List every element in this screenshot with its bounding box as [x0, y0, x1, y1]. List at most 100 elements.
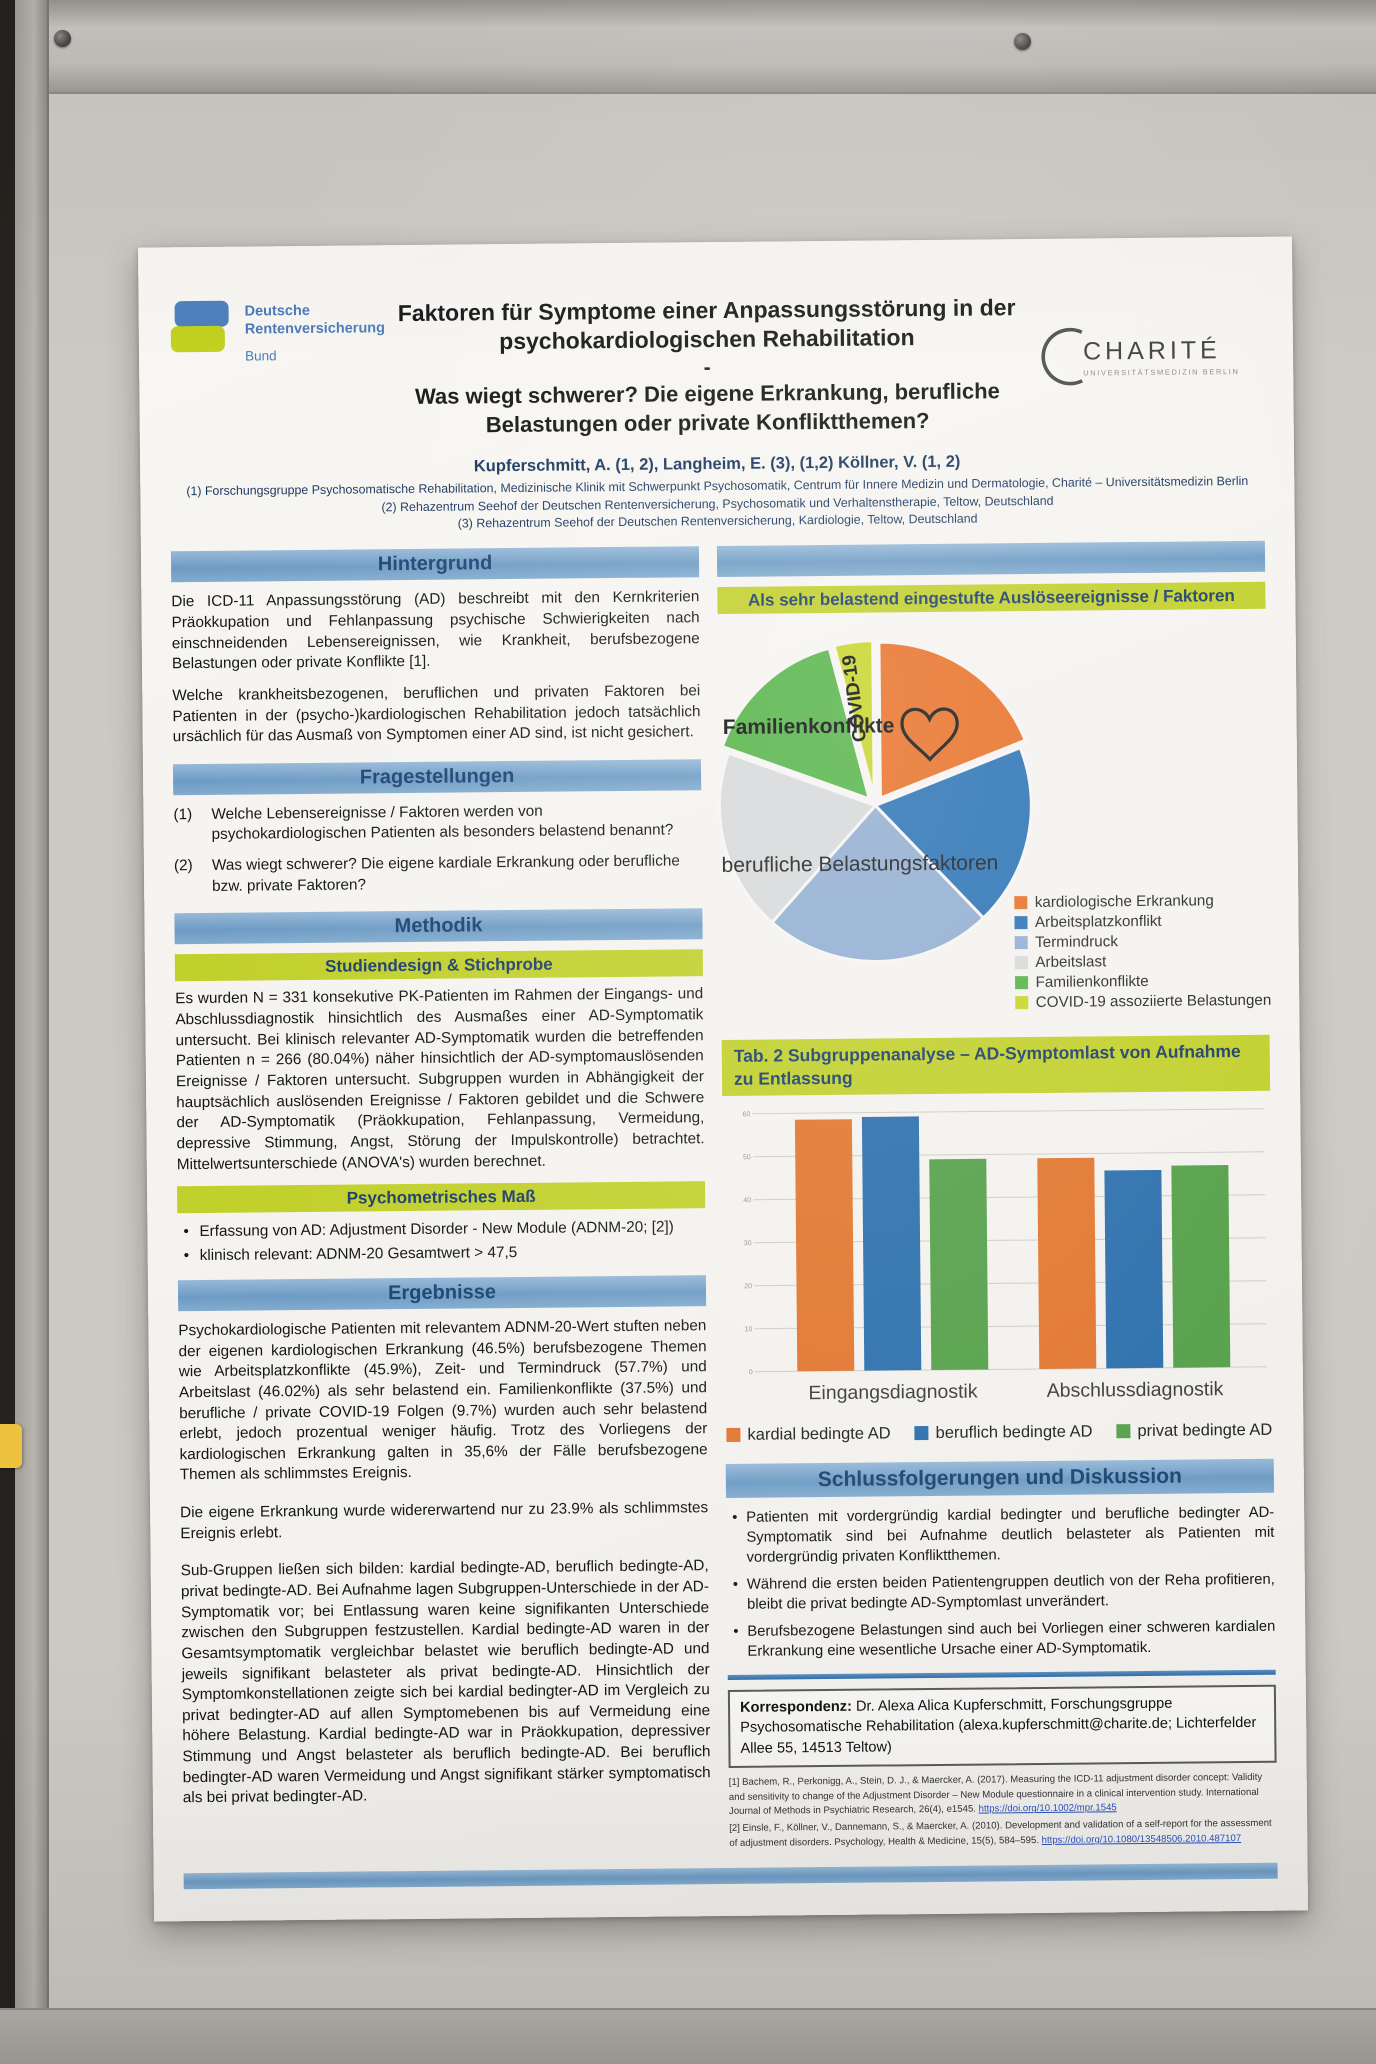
ergebnisse-paragraph-3: Sub-Gruppen ließen sich bilden: kardial …	[180, 1557, 711, 1807]
legend-swatch	[1014, 896, 1028, 910]
schluss-bullets: Patienten mit vordergründig kardial bedi…	[726, 1503, 1275, 1663]
y-tick-label: 30	[744, 1240, 752, 1247]
pie-chart: COVID-19 Familienkonflikte berufliche Bela…	[717, 617, 1272, 1036]
legend-label: privat bedingte AD	[1137, 1420, 1273, 1440]
sticky-tab	[0, 1424, 22, 1468]
pie-legend-item-0: kardiologische Erkrankung	[1014, 892, 1271, 911]
pie-slice-3	[717, 751, 878, 925]
y-tick-label: 40	[743, 1197, 751, 1204]
frage-item-2: (2) Was wiegt schwerer? Die eigene kardi…	[174, 851, 702, 897]
pie-legend: kardiologische Erkrankung Arbeitsplatzkon…	[1014, 889, 1272, 1014]
screw-icon	[1014, 33, 1031, 50]
right-column: Als sehr belastend eingestufte Auslöseer…	[716, 541, 1278, 1854]
pie-label-familienkonflikte: Familienkonflikte	[723, 715, 895, 740]
hintergrund-paragraph-2: Welche krankheitsbezogenen, beruflichen …	[172, 682, 701, 746]
drv-line2: Rentenversicherung	[244, 320, 386, 338]
legend-label: Familienkonflikte	[1035, 973, 1149, 992]
studiendesign-text: Es wurden N = 331 konsekutive PK-Patient…	[175, 985, 705, 1173]
board-top-rail	[0, 0, 1376, 94]
pie-label-berufliche-belastungsfaktoren: berufliche Belastungsfaktoren	[722, 852, 999, 878]
reference-2-doi-link: https://doi.org/10.1080/13548506.2010.48…	[1041, 1833, 1242, 1847]
bar-legend-item-2: privat bedingte AD	[1116, 1421, 1272, 1441]
bar-chart-svg: 0 10 20 30 40 50 60 Eingangsdiagnostik Abschluss…	[743, 1108, 1267, 1404]
heart-icon	[900, 707, 959, 763]
schluss-bullet-3: Berufsbezogene Belastungen sind auch bei…	[731, 1617, 1275, 1662]
y-tick-label: 50	[743, 1154, 751, 1161]
pie-chart-header: Als sehr belastend eingestufte Auslöseer…	[717, 582, 1266, 615]
frage-2-text: Was wiegt schwerer? Die eigene kardiale …	[211, 852, 680, 895]
reference-1: [1] Bachem, R., Perkonigg, A., Stein, D.…	[728, 1771, 1263, 1818]
legend-swatch	[1015, 956, 1029, 970]
poster-title: Faktoren für Symptome einer Anpassungsst…	[397, 294, 1016, 355]
schluss-bullet-1: Patienten mit vordergründig kardial bedi…	[730, 1503, 1275, 1569]
pie-legend-item-4: Familienkonflikte	[1015, 972, 1271, 991]
section-hintergrund: Hintergrund	[170, 546, 700, 583]
x-category-label: Abschlussdiagnostik	[1047, 1378, 1224, 1402]
psychometrie-bullets: Erfassung von AD: Adjustment Disorder - …	[177, 1216, 705, 1266]
charite-logo: CHARITÉ UNIVERSITÄTSMEDIZIN BERLIN	[1034, 291, 1263, 397]
y-tick-label: 10	[745, 1326, 753, 1333]
psychometrie-bullet-2: klinisch relevant: ADNM-20 Gesamtwert > …	[184, 1240, 706, 1266]
frage-1-number: (1)	[173, 805, 193, 824]
legend-swatch	[1116, 1424, 1131, 1439]
bar-chart: 0 10 20 30 40 50 60 Eingangsdiagnostik Abschluss…	[722, 1099, 1273, 1448]
bar-group0-series0	[794, 1119, 855, 1372]
bar-group1-series2	[1171, 1164, 1231, 1368]
left-column: Hintergrund Die ICD-11 Anpassungsstörung…	[170, 546, 711, 1821]
bar-legend-item-1: beruflich bedingte AD	[914, 1422, 1093, 1443]
frage-1-text: Welche Lebensereignisse / Faktoren werde…	[211, 802, 674, 844]
charite-name: CHARITÉ	[1082, 336, 1221, 366]
drv-line3: Bund	[244, 348, 277, 364]
board-bottom-edge	[0, 2008, 1376, 2064]
korrespondenz-label: Korrespondenz:	[739, 1698, 852, 1716]
pie-legend-item-1: Arbeitsplatzkonflikt	[1014, 912, 1271, 932]
pie-legend-item-2: Termindruck	[1015, 932, 1271, 951]
legend-swatch	[1015, 936, 1029, 950]
bar-chart-legend: kardial bedingte AD beruflich bedingte AD…	[725, 1418, 1273, 1448]
psychometrie-bullet-1: Erfassung von AD: Adjustment Disorder - …	[183, 1216, 705, 1242]
frage-2-number: (2)	[173, 857, 193, 875]
legend-label: kardial bedingte AD	[747, 1424, 891, 1444]
y-tick-label: 0	[749, 1369, 753, 1376]
reference-1-doi-link: https://doi.org/10.1002/mpr.1545	[978, 1802, 1117, 1816]
legend-swatch	[726, 1428, 741, 1443]
bar-group0-series1	[861, 1116, 922, 1371]
hintergrund-paragraph-1: Die ICD-11 Anpassungsstörung (AD) beschr…	[171, 588, 700, 673]
frage-item-1: (1) Welche Lebensereignisse / Faktoren w…	[173, 800, 701, 846]
section-methodik: Methodik	[174, 908, 703, 945]
poster-columns: Hintergrund Die ICD-11 Anpassungsstörung…	[170, 541, 1278, 1859]
drv-line1: Deutsche	[244, 302, 310, 320]
legend-label: Arbeitsplatzkonflikt	[1034, 913, 1162, 932]
subsection-psychometrie: Psychometrisches Maß	[177, 1181, 706, 1214]
board-left-frame	[15, 0, 49, 2064]
legend-label: Arbeitslast	[1035, 953, 1107, 972]
charite-c-icon	[1041, 327, 1084, 386]
y-tick-label: 20	[744, 1283, 752, 1290]
affiliations: (1) Forschungsgruppe Psychosomatische Re…	[170, 473, 1264, 536]
drv-logo: Deutsche Rentenversicherung Bund	[169, 299, 385, 366]
section-schlussfolgerungen: Schlussfolgerungen und Diskussion	[725, 1458, 1274, 1498]
korrespondenz-box: Korrespondenz: Dr. Alexa Alica Kupfersch…	[727, 1684, 1277, 1768]
gridline	[752, 1108, 1265, 1115]
pie-slice-5	[832, 639, 876, 798]
legend-swatch	[1014, 916, 1029, 930]
bar-group0-series2	[929, 1158, 989, 1370]
pie-legend-item-3: Arbeitslast	[1015, 952, 1271, 971]
poster-header: Deutsche Rentenversicherung Bund Faktore…	[169, 291, 1264, 443]
board-left-edge	[0, 0, 15, 2064]
ergebnisse-paragraph-2: Die eigene Erkrankung wurde widererwarte…	[180, 1499, 709, 1542]
poster: Deutsche Rentenversicherung Bund Faktore…	[137, 236, 1309, 1922]
legend-label: Termindruck	[1035, 933, 1118, 952]
pie-slice-2	[769, 803, 986, 964]
legend-label: COVID-19 assoziierte Belastungen	[1035, 992, 1272, 1012]
x-category-label: Eingangsdiagnostik	[808, 1380, 978, 1404]
subsection-studiendesign: Studiendesign & Stichprobe	[174, 949, 704, 982]
poster-subtitle: Was wiegt schwerer? Die eigene Erkrankun…	[414, 378, 1000, 437]
legend-swatch	[1015, 996, 1029, 1010]
reference-2: [2] Einsle, F., Köllner, V., Dannemann, …	[729, 1818, 1272, 1850]
section-fragestellungen: Fragestellungen	[172, 759, 702, 796]
pie-slice-4	[720, 646, 872, 802]
tab2-header: Tab. 2 Subgruppenanalyse – AD-Symptomlas…	[721, 1035, 1271, 1096]
bar-group1-series0	[1037, 1157, 1097, 1369]
references: [1] Bachem, R., Perkonigg, A., Stein, D.…	[729, 1770, 1278, 1852]
